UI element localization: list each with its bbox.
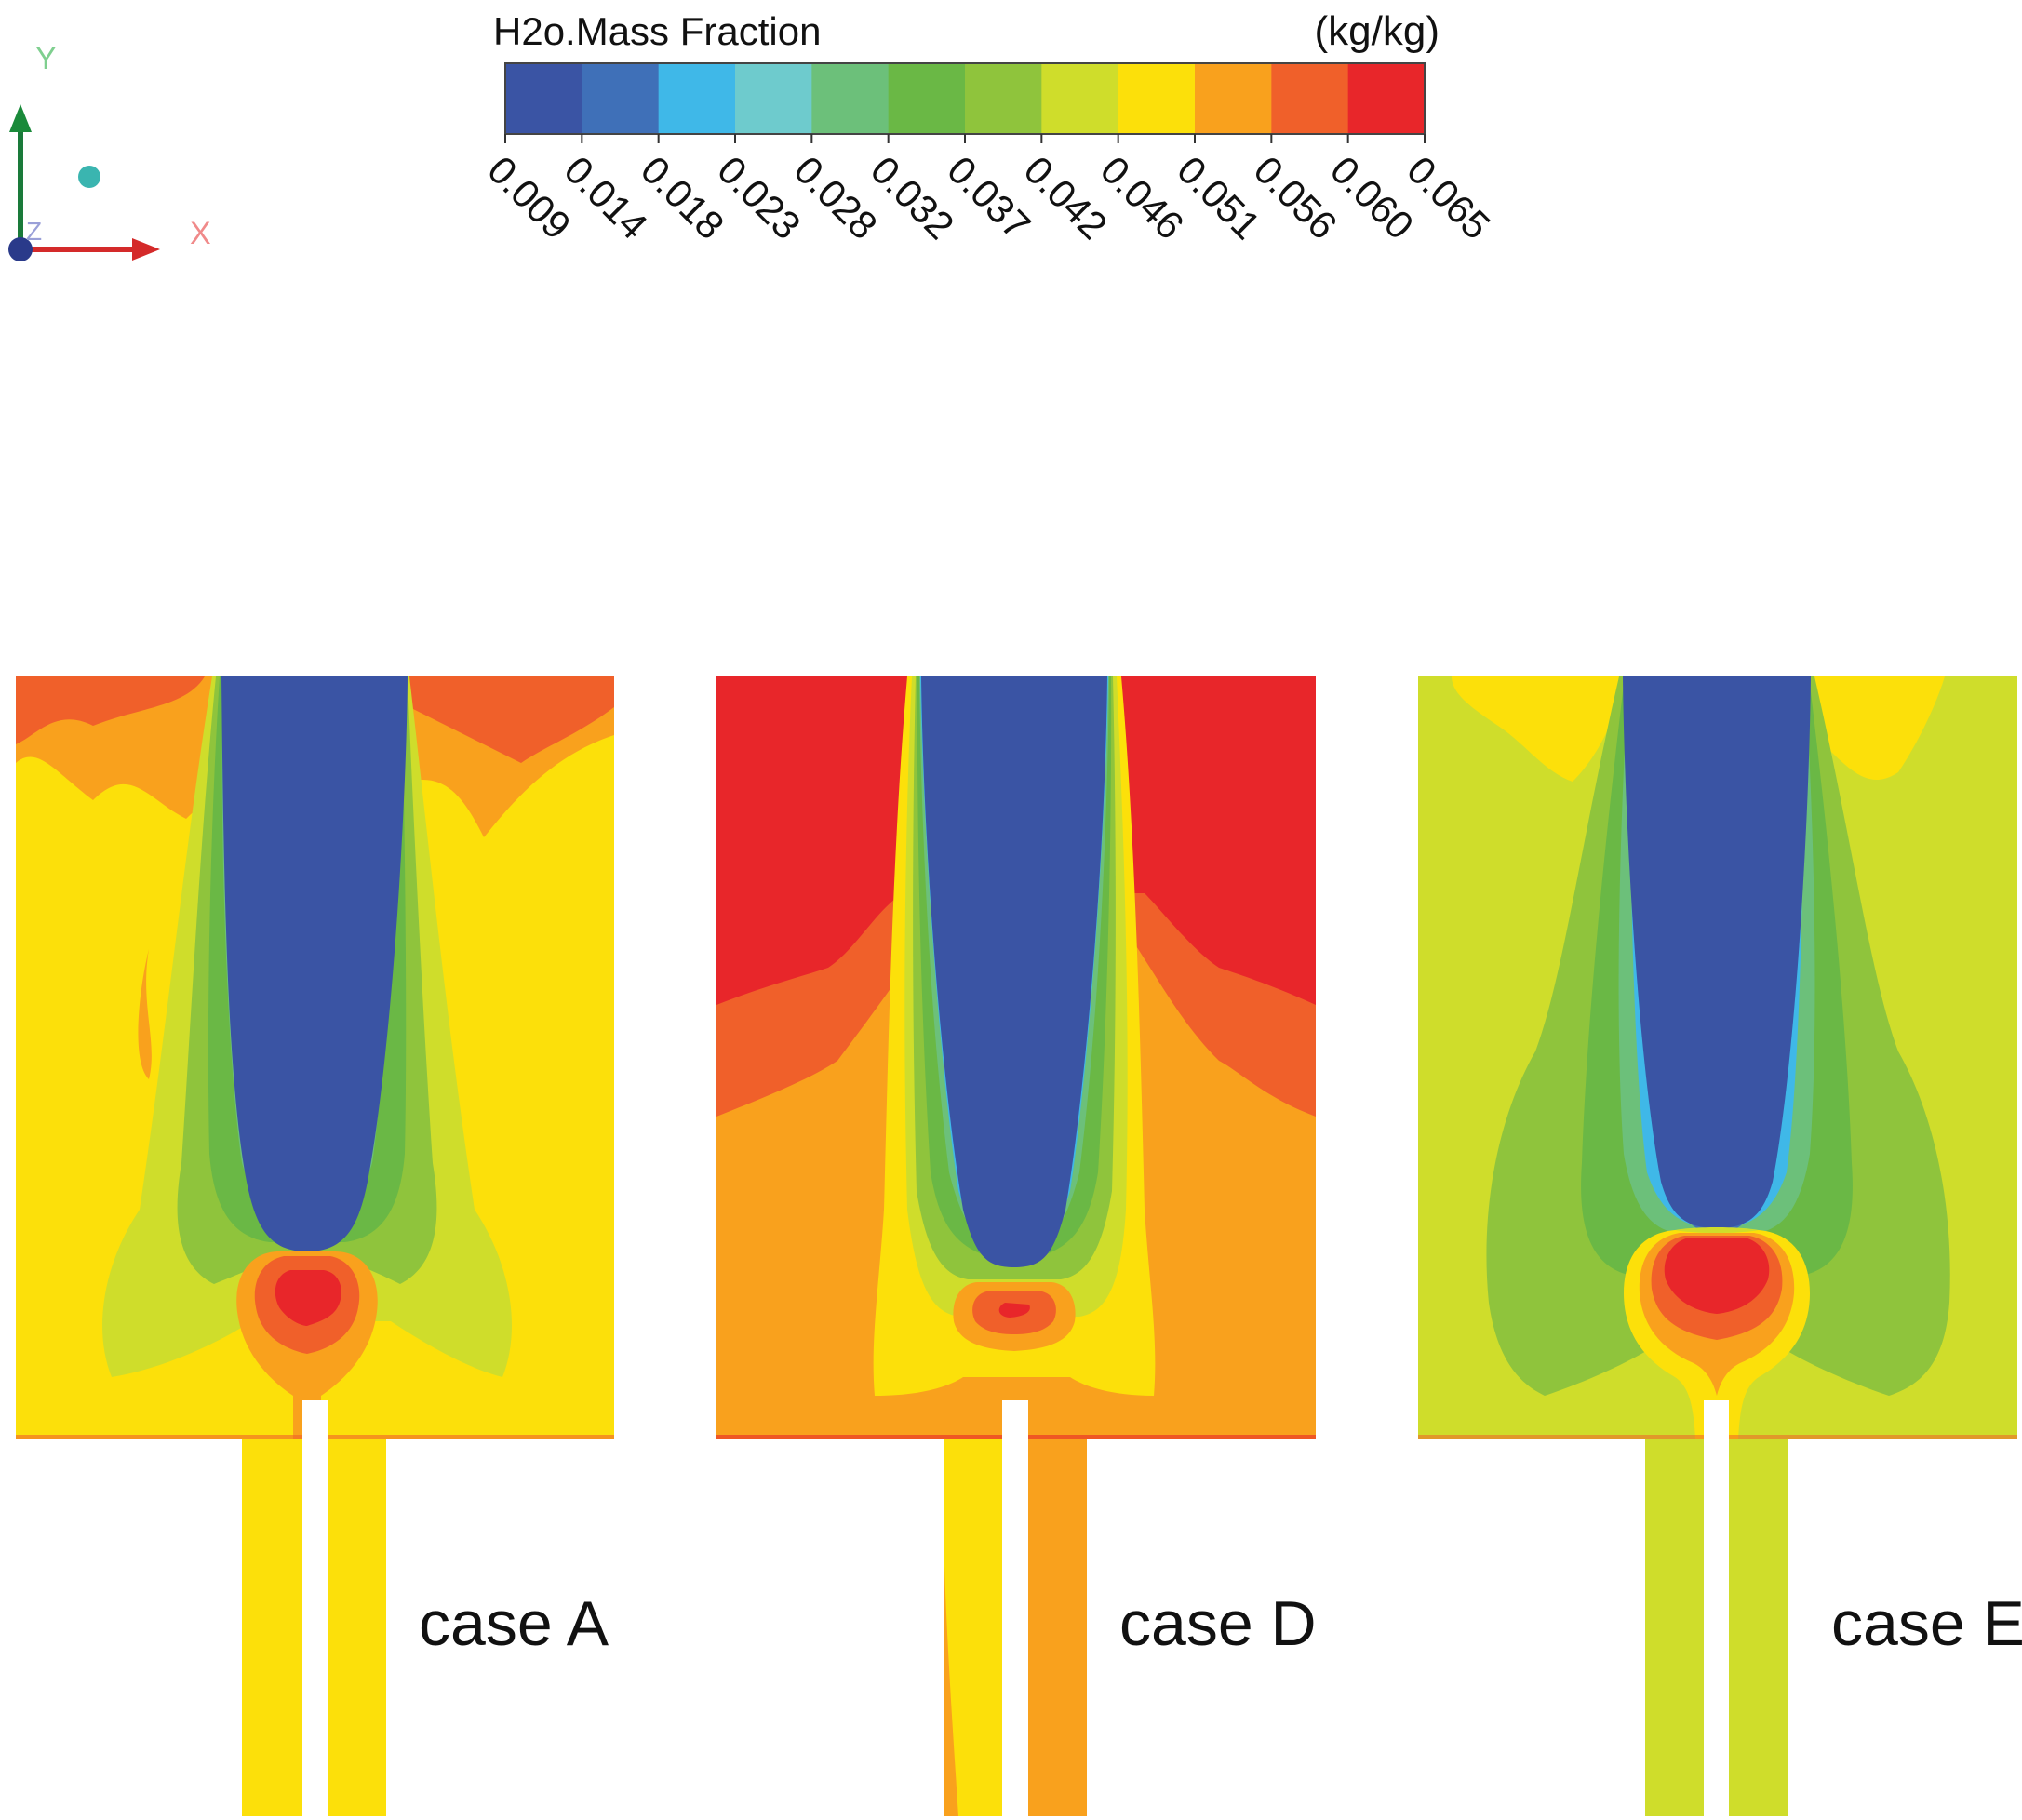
legend-title: H2o.Mass Fraction [493, 9, 821, 53]
legend-swatch [1347, 63, 1426, 134]
legend-tick-label: 0.037 [939, 148, 1039, 248]
panel-case-a: case A [16, 676, 614, 1816]
legend-swatch [1195, 63, 1272, 134]
axis-triad: Y X Z [8, 41, 211, 261]
y-axis-label: Y [35, 41, 57, 76]
legend-tick-label: 0.028 [785, 148, 886, 248]
legend-tick-label: 0.023 [709, 148, 810, 248]
contour-field-case-a [16, 676, 614, 1816]
legend-tick-label: 0.009 [479, 148, 580, 248]
legend-swatch [1118, 63, 1196, 134]
x-axis-arrowhead [132, 238, 160, 261]
legend-swatch [582, 63, 660, 134]
legend-swatch [811, 63, 890, 134]
legend-tick-label: 0.042 [1015, 148, 1116, 248]
origin-dot [8, 237, 33, 261]
legend-tick-label: 0.060 [1322, 148, 1423, 248]
legend-swatch [735, 63, 812, 134]
panel-label-case-e: case E [1831, 1588, 2022, 1659]
center-slot-case-d [1002, 1400, 1028, 1816]
legend-unit: (kg/kg) [1315, 8, 1440, 54]
color-legend: H2o.Mass Fraction (kg/kg) 0.0090.0140.01… [479, 8, 1499, 248]
legend-tick-label: 0.051 [1169, 148, 1269, 248]
legend-ticks: 0.0090.0140.0180.0230.0280.0320.0370.042… [479, 134, 1499, 248]
z-axis-label: Z [26, 217, 42, 246]
y-axis-arrowhead [9, 104, 32, 132]
panel-label-case-d: case D [1119, 1588, 1317, 1659]
legend-swatch [888, 63, 966, 134]
center-slot-case-a [302, 1400, 328, 1816]
legend-tick-label: 0.046 [1092, 148, 1193, 248]
panel-case-d: case D [716, 676, 1317, 1816]
legend-swatch [658, 63, 736, 134]
legend-swatch [965, 63, 1042, 134]
view-indicator-dot [78, 166, 100, 188]
legend-tick-label: 0.032 [863, 148, 963, 248]
center-slot-case-e [1704, 1400, 1729, 1816]
x-axis-label: X [190, 216, 211, 251]
legend-tick-label: 0.014 [556, 148, 656, 248]
panel-label-case-a: case A [419, 1588, 609, 1659]
panel-case-e: case E [1418, 676, 2022, 1816]
legend-swatch [1271, 63, 1349, 134]
legend-swatch [505, 63, 582, 134]
legend-tick-label: 0.065 [1399, 148, 1499, 248]
contour-field-case-e [1418, 676, 2017, 1816]
legend-tick-label: 0.056 [1245, 148, 1346, 248]
legend-tick-label: 0.018 [633, 148, 733, 248]
legend-swatch [1041, 63, 1119, 134]
legend-color-bar [505, 63, 1426, 134]
